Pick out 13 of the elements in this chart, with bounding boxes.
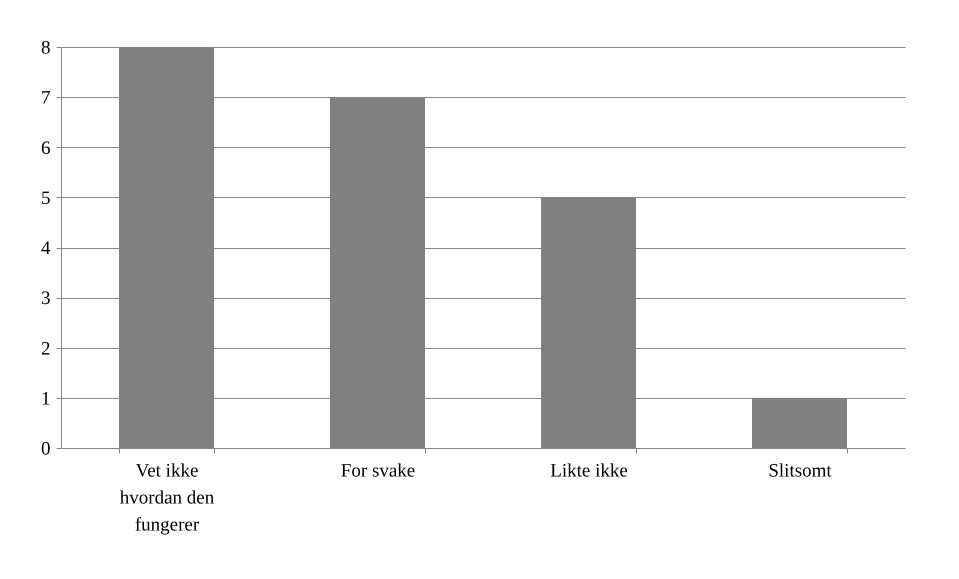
y-tick-label: 8 — [41, 38, 50, 58]
x-tick-label: Likte ikke — [550, 460, 628, 482]
x-tick-label: Vet ikke hvordan den fungerer — [120, 460, 215, 536]
y-tick-label: 0 — [41, 438, 50, 460]
y-tick-label: 1 — [41, 388, 50, 410]
y-tick-label: 6 — [41, 138, 50, 159]
x-tick-label: For svake — [340, 460, 416, 482]
y-tick-label: 4 — [41, 238, 51, 259]
y-tick-label: 7 — [41, 88, 50, 109]
y-tick-label: 5 — [41, 188, 50, 209]
x-tick-label: Slitsomt — [768, 460, 832, 482]
y-tick-label: 2 — [41, 338, 50, 360]
y-tick-label: 3 — [41, 288, 50, 310]
